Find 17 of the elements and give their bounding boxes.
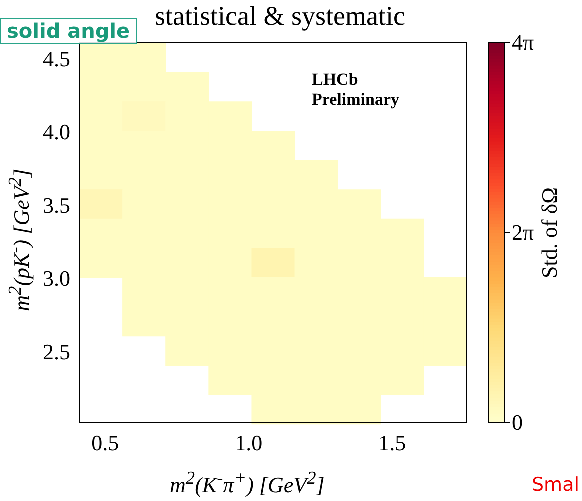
x-tick-label: 1.0 xyxy=(235,430,263,456)
text: m$^{2}$(K$^{-}$π$^{+}$) [GeV$^{2}$] xyxy=(170,468,325,498)
color-bar-label: 4π xyxy=(512,30,534,56)
y-tick-label: 2.5 xyxy=(43,339,70,364)
color-bar-title: Std. of δΩ xyxy=(537,186,563,280)
chart-title: statistical & systematic xyxy=(155,0,406,32)
text: solid angle xyxy=(0,18,138,44)
text: Smal xyxy=(532,474,580,496)
y-tick-label: 3.0 xyxy=(43,266,70,292)
y-tick-label: 4.0 xyxy=(43,120,70,145)
y-tick-label: 3.5 xyxy=(43,192,70,218)
annotation: LHCb Preliminary xyxy=(312,70,400,110)
x-tick-label: 0.5 xyxy=(92,430,120,456)
color-bar-label: 2π xyxy=(512,220,534,246)
y-tick-label: 4.5 xyxy=(43,46,70,72)
color-bar-label: 0 xyxy=(512,410,523,436)
x-tick-label: 1.5 xyxy=(378,430,406,456)
